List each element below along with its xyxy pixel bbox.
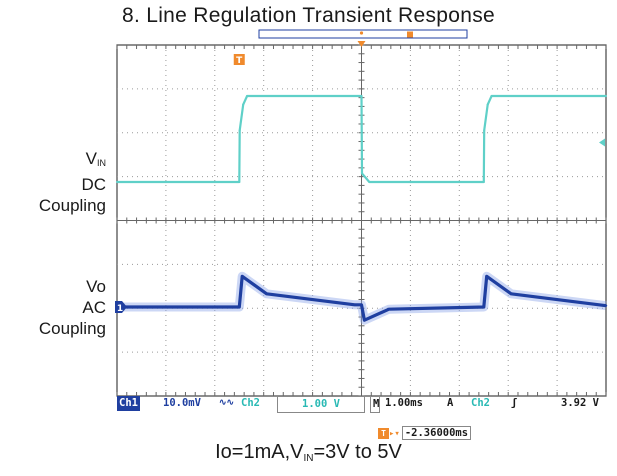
ch1-trace	[117, 274, 607, 322]
trigger-level-marker	[599, 138, 605, 147]
ch1-point	[265, 292, 268, 296]
record-window	[258, 29, 468, 39]
graticule	[116, 44, 607, 397]
ch1-point	[360, 303, 363, 307]
trigger-marker-box	[233, 54, 245, 65]
ch1-point	[353, 303, 356, 307]
record-center-dot	[359, 31, 364, 35]
trigger-mode: A	[447, 397, 454, 409]
ch1-coupling-glyph: ∿∿	[219, 398, 235, 408]
cursor-value: -2.36000ms	[401, 426, 472, 440]
ch2-trace	[117, 94, 606, 184]
status-bar: Ch1 10.0mV ∿∿ Ch2 1.00 V M 1.00ms A Ch2 …	[117, 396, 606, 413]
trigger-time-arrow	[357, 41, 366, 47]
time-tag: M	[370, 396, 381, 413]
ch2-point	[368, 181, 371, 183]
ch1-ground-marker	[115, 301, 127, 313]
test-condition: Io=1mA,VIN=3V to 5V	[215, 441, 402, 464]
ch1-tag: Ch1	[117, 396, 140, 411]
timebase: 1.00ms	[385, 397, 423, 409]
record-trigger-tick	[407, 31, 413, 38]
ch2-point	[605, 95, 607, 97]
cursor-readout: T ▸▾ -2.36000ms	[378, 426, 472, 440]
trigger-icon: T	[378, 428, 389, 439]
ch2-scale: 1.00 V	[277, 396, 365, 413]
ch1-scale: 10.0mV	[163, 397, 201, 409]
trigger-level: 3.92 V	[561, 397, 599, 409]
ch1-point	[485, 275, 488, 278]
vin-label: VIN DC Coupling	[38, 149, 106, 215]
ch1-point	[604, 304, 608, 307]
ch1-point	[482, 305, 485, 309]
ch1-point	[238, 305, 241, 309]
trigger-source: Ch2	[471, 397, 490, 409]
ch2-point	[482, 181, 485, 183]
ch2-point	[483, 129, 486, 132]
ch1-point	[363, 318, 366, 322]
cursor-arrow: ▸▾	[389, 429, 400, 439]
trigger-marker-label: T	[236, 56, 243, 66]
ch1-point	[387, 307, 391, 311]
ch2-point	[490, 95, 493, 97]
ch1-point	[509, 292, 513, 296]
ch2-point	[242, 103, 245, 106]
ch2-tag: Ch2	[241, 397, 260, 409]
ch2-point	[238, 129, 241, 132]
trigger-slope-glyph: ʃ	[511, 397, 518, 409]
ch2-point	[360, 172, 363, 175]
ch1-ground-label: 1	[117, 304, 123, 314]
ch2-point	[116, 181, 118, 183]
ch1-point	[240, 275, 244, 278]
vo-label: Vo AC Coupling	[38, 277, 106, 338]
trigger-marker: T	[233, 54, 245, 66]
chart-title: 8. Line Regulation Transient Response	[121, 4, 495, 27]
ch2-point	[486, 103, 489, 106]
ch2-point	[360, 95, 363, 97]
ch2-point	[238, 181, 241, 183]
ch2-point	[246, 95, 249, 97]
